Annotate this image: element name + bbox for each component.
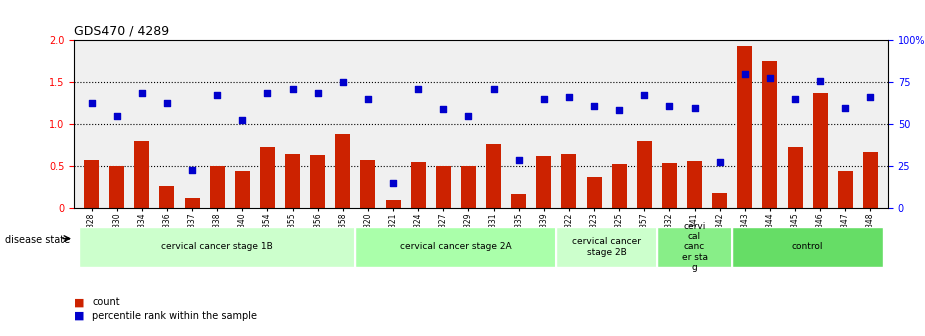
Point xyxy=(512,157,526,162)
Bar xyxy=(662,163,677,208)
Bar xyxy=(260,147,275,208)
Point xyxy=(185,167,200,172)
Text: cervical cancer
stage 2B: cervical cancer stage 2B xyxy=(573,237,641,257)
FancyBboxPatch shape xyxy=(79,227,355,267)
Bar xyxy=(512,194,526,208)
Point xyxy=(687,105,702,110)
Point xyxy=(487,86,501,92)
Bar xyxy=(712,193,727,208)
Bar xyxy=(185,198,200,208)
Point xyxy=(411,86,426,92)
Bar xyxy=(461,166,476,208)
Point xyxy=(210,92,225,98)
Bar xyxy=(210,166,225,208)
Text: ■: ■ xyxy=(74,297,84,307)
Point xyxy=(436,107,450,112)
Bar xyxy=(611,164,627,208)
Text: cervical cancer stage 2A: cervical cancer stage 2A xyxy=(401,243,512,251)
Bar xyxy=(561,154,576,208)
Text: disease state: disease state xyxy=(5,235,69,245)
Bar xyxy=(386,200,401,208)
Bar xyxy=(863,152,878,208)
Text: count: count xyxy=(92,297,120,307)
Text: cervi
cal
canc
er sta
g: cervi cal canc er sta g xyxy=(682,222,708,272)
Bar xyxy=(361,161,376,208)
Text: GDS470 / 4289: GDS470 / 4289 xyxy=(74,25,169,38)
Bar xyxy=(737,46,752,208)
Bar xyxy=(109,166,124,208)
Point xyxy=(863,95,878,100)
Text: control: control xyxy=(792,243,823,251)
Point xyxy=(838,105,853,110)
Bar xyxy=(586,177,601,208)
Point xyxy=(235,118,250,123)
Bar xyxy=(813,93,828,208)
Point xyxy=(285,86,300,92)
FancyBboxPatch shape xyxy=(657,227,733,267)
Bar xyxy=(159,186,175,208)
Point xyxy=(788,96,803,102)
Bar xyxy=(536,156,551,208)
Point xyxy=(386,180,401,186)
Point xyxy=(310,91,325,96)
Bar xyxy=(134,141,149,208)
Bar xyxy=(235,171,250,208)
FancyBboxPatch shape xyxy=(556,227,657,267)
Bar xyxy=(84,161,99,208)
Bar xyxy=(787,147,803,208)
Bar xyxy=(335,134,351,208)
Point xyxy=(536,96,551,102)
Bar xyxy=(310,155,326,208)
Point xyxy=(84,101,99,106)
Point xyxy=(637,92,652,98)
Bar xyxy=(285,154,300,208)
Bar xyxy=(636,141,652,208)
Text: cervical cancer stage 1B: cervical cancer stage 1B xyxy=(161,243,273,251)
FancyBboxPatch shape xyxy=(355,227,556,267)
Text: percentile rank within the sample: percentile rank within the sample xyxy=(92,311,257,321)
Point xyxy=(109,113,124,119)
Bar xyxy=(687,161,702,208)
Bar xyxy=(436,166,450,208)
Point xyxy=(662,103,677,109)
Point xyxy=(561,95,576,100)
Point xyxy=(260,91,275,96)
Point xyxy=(737,71,752,77)
Bar xyxy=(486,144,501,208)
Text: ■: ■ xyxy=(74,311,84,321)
Point xyxy=(712,160,727,165)
Point xyxy=(336,80,351,85)
Bar xyxy=(762,61,777,208)
FancyBboxPatch shape xyxy=(733,227,883,267)
Point xyxy=(611,108,626,113)
Point xyxy=(361,96,376,102)
Point xyxy=(762,76,777,81)
Point xyxy=(159,101,174,106)
Bar xyxy=(838,170,853,208)
Point xyxy=(461,113,475,119)
Bar xyxy=(411,162,426,208)
Point xyxy=(813,78,828,83)
Point xyxy=(586,103,601,109)
Point xyxy=(134,91,149,96)
